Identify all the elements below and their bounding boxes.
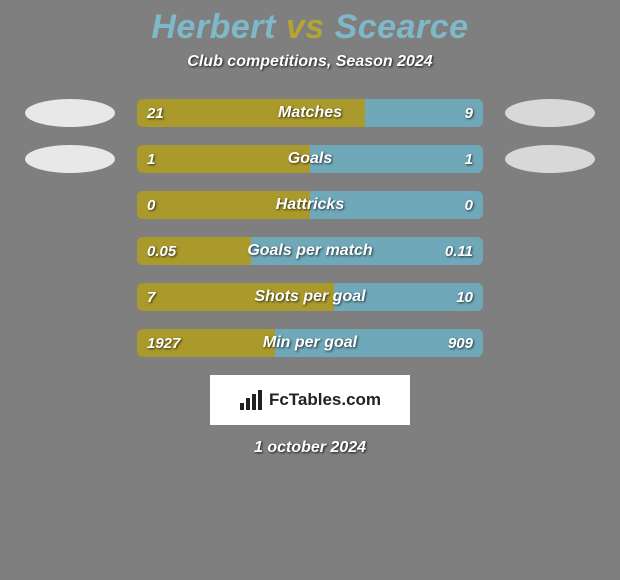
stat-bar: Shots per goal710	[137, 283, 483, 311]
brand-box: FcTables.com	[210, 375, 410, 425]
stat-bar: Min per goal1927909	[137, 329, 483, 357]
avatar-spacer	[25, 237, 115, 265]
avatar-spacer	[505, 283, 595, 311]
title-player2: Scearce	[335, 8, 469, 46]
bar-right-fill	[275, 329, 483, 357]
date-label: 1 october 2024	[0, 439, 620, 457]
title-player1: Herbert	[151, 8, 275, 46]
brand-label: FcTables.com	[269, 390, 381, 410]
stats-rows: Matches219 Goals11 Hattricks00 Goals per ma…	[0, 99, 620, 357]
bar-right-fill	[365, 99, 483, 127]
avatar-spacer	[25, 283, 115, 311]
bar-right-fill	[334, 283, 483, 311]
player2-avatar	[505, 99, 595, 127]
subtitle: Club competitions, Season 2024	[0, 53, 620, 71]
bar-right-fill	[251, 237, 483, 265]
player1-avatar	[25, 145, 115, 173]
comparison-infographic: Herbert vs Scearce Club competitions, Se…	[0, 0, 620, 580]
stat-bar: Hattricks00	[137, 191, 483, 219]
avatar-spacer	[505, 191, 595, 219]
title-vs: vs	[286, 8, 325, 46]
stat-row: Matches219	[0, 99, 620, 127]
stat-bar: Goals11	[137, 145, 483, 173]
player2-avatar	[505, 145, 595, 173]
stat-row: Goals per match0.050.11	[0, 237, 620, 265]
bar-left-fill	[137, 191, 310, 219]
bar-left-fill	[137, 329, 275, 357]
stat-row: Hattricks00	[0, 191, 620, 219]
stat-bar: Goals per match0.050.11	[137, 237, 483, 265]
stat-row: Min per goal1927909	[0, 329, 620, 357]
stat-bar: Matches219	[137, 99, 483, 127]
bar-left-fill	[137, 237, 251, 265]
page-title: Herbert vs Scearce	[0, 8, 620, 47]
bar-left-fill	[137, 99, 365, 127]
bar-left-fill	[137, 145, 310, 173]
bar-left-fill	[137, 283, 334, 311]
player1-avatar	[25, 99, 115, 127]
avatar-spacer	[505, 329, 595, 357]
stat-row: Goals11	[0, 145, 620, 173]
bar-right-fill	[310, 145, 483, 173]
avatar-spacer	[25, 191, 115, 219]
stat-row: Shots per goal710	[0, 283, 620, 311]
bar-right-fill	[310, 191, 483, 219]
avatar-spacer	[505, 237, 595, 265]
chart-bars-icon	[239, 389, 265, 411]
avatar-spacer	[25, 329, 115, 357]
